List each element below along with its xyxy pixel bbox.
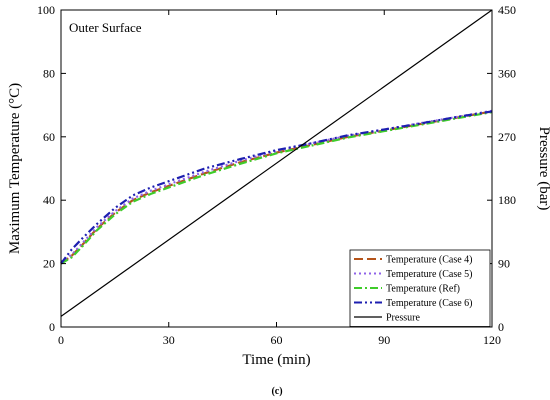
y2-axis-label: Pressure (bar): [536, 127, 550, 211]
legend-label: Temperature (Case 5): [386, 269, 472, 280]
x-tick-label: 120: [483, 333, 501, 347]
x-tick-label: 90: [378, 333, 390, 347]
series-line-temperature-case-6: [60, 110, 493, 265]
y-tick-label: 20: [43, 257, 55, 271]
y-tick-label: 40: [43, 193, 55, 207]
y-tick-label: 0: [49, 320, 55, 334]
y2-tick-label: 90: [498, 257, 510, 271]
legend-label: Temperature (Case 6): [386, 298, 472, 309]
x-axis-label: Time (min): [242, 352, 310, 368]
y2-tick-label: 180: [498, 193, 516, 207]
legend-label: Temperature (Case 4): [386, 255, 472, 266]
y2-tick-label: 360: [498, 66, 516, 80]
legend-label: Temperature (Ref): [386, 284, 460, 295]
x-tick-label: 0: [58, 333, 64, 347]
series-line-temperature-case-4: [60, 110, 493, 265]
y2-tick-label: 450: [498, 3, 516, 17]
y-tick-label: 100: [37, 3, 55, 17]
y-tick-label: 80: [43, 66, 55, 80]
legend-label: Pressure: [386, 313, 420, 324]
legend: Temperature (Case 4) Temperature (Case 5)…: [349, 249, 491, 327]
series-line-temperature-ref: [60, 111, 493, 265]
y-axis-label: Maximum Temperature (°C): [7, 83, 23, 254]
series-line-temperature-case-5: [60, 109, 493, 263]
annotation-outer-surface: Outer Surface: [69, 20, 142, 35]
figure-caption: (c): [271, 386, 282, 397]
y-tick-label: 60: [43, 130, 55, 144]
series-line-pressure: [60, 9, 493, 317]
y2-tick-label: 0: [498, 320, 504, 334]
x-tick-label: 30: [163, 333, 175, 347]
series-lines: [60, 9, 493, 317]
y2-tick-label: 270: [498, 130, 516, 144]
x-tick-label: 60: [271, 333, 283, 347]
